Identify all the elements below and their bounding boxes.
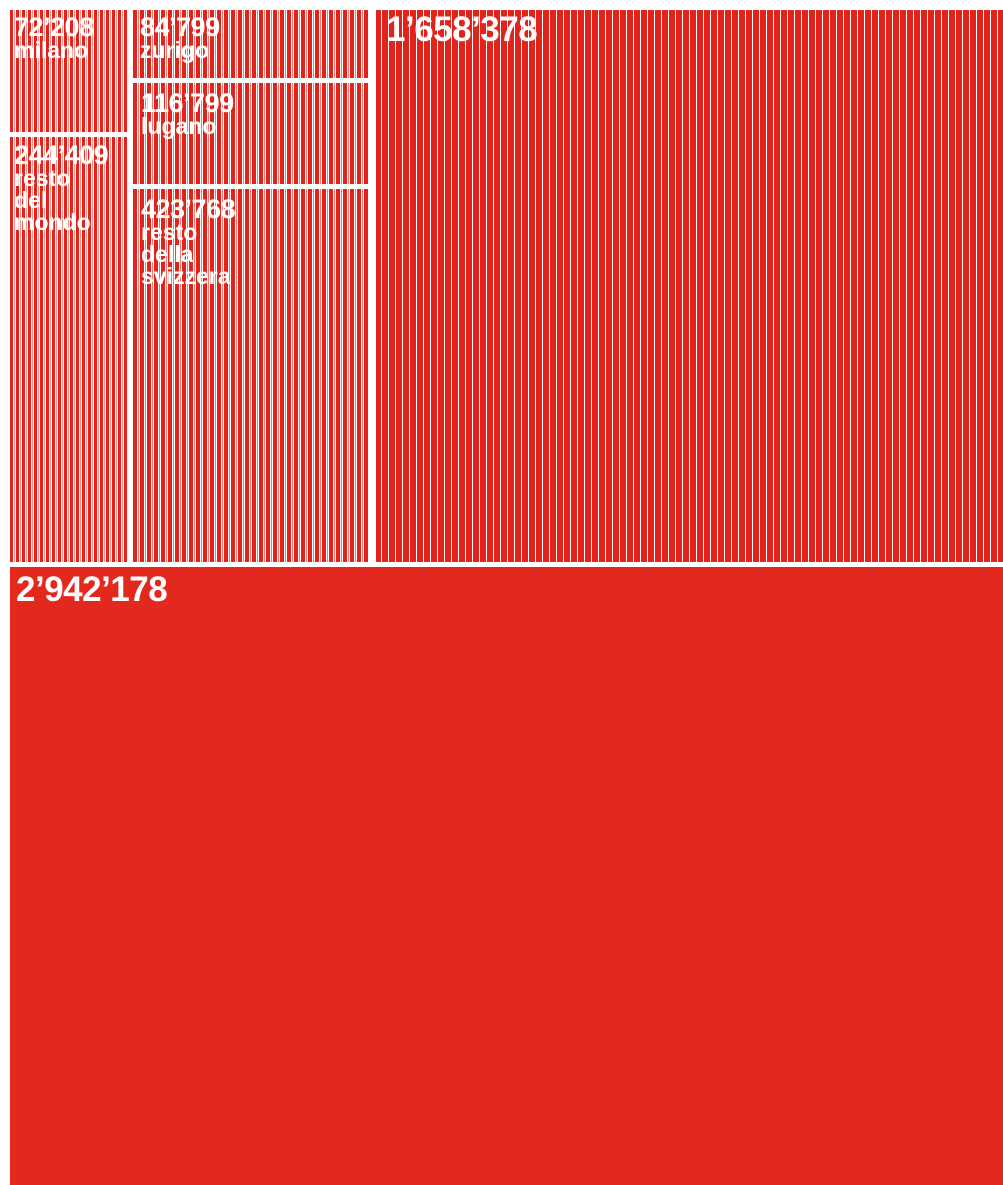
treemap-tile-resto-della-svizzera: 423’768 resto della svizzera [133,189,368,562]
tile-category-label: milano [14,36,89,63]
tile-value-label: 72’208 [14,12,94,42]
tile-label: 72’208 milano [14,12,94,63]
treemap-tile-lugano: 116’799 lugano [133,83,368,184]
tile-category-label: resto del mondo [14,164,91,235]
tile-label: 244’409 resto del mondo [14,140,109,235]
treemap-tile-zurigo: 84’799 zurigo [133,10,368,78]
treemap-tile-resto-del-mondo: 244’409 resto del mondo [10,137,127,562]
tile-value-label: 423’768 [141,194,236,224]
tile-label: 116’799 lugano [141,88,234,139]
tile-label: 2’942’178 [16,570,168,609]
tile-value-label: 84’799 [140,12,220,42]
tile-label: 1’658’378 [386,10,538,49]
tile-category-label: lugano [141,112,217,139]
tile-value-label: 244’409 [14,140,109,170]
tile-value-label: 116’799 [141,88,234,118]
tile-value-label: 1’658’378 [386,10,538,49]
treemap-tile-total-2942178: 2’942’178 [10,567,1003,1185]
tile-category-label: resto della svizzera [141,218,231,289]
tile-category-label: zurigo [140,36,209,63]
tile-label: 84’799 zurigo [140,12,220,63]
tile-label: 423’768 resto della svizzera [141,194,236,289]
treemap-tile-total-1658378: 1’658’378 [376,10,1003,562]
treemap-tile-milano: 72’208 milano [10,10,127,132]
tile-value-label: 2’942’178 [16,570,168,609]
